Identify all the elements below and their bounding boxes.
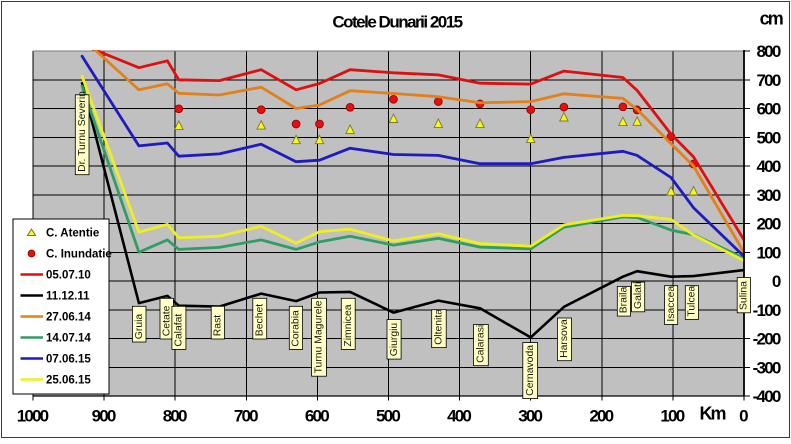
svg-text:-400: -400	[753, 387, 781, 406]
svg-text:Calarasi: Calarasi	[476, 325, 487, 363]
svg-text:500: 500	[376, 407, 400, 426]
svg-text:14.07.14: 14.07.14	[46, 333, 91, 345]
svg-text:100: 100	[757, 243, 781, 262]
svg-text:Gruia: Gruia	[134, 314, 145, 340]
svg-text:Isaccea: Isaccea	[666, 286, 677, 322]
svg-text:600: 600	[757, 100, 781, 119]
svg-text:Km: Km	[699, 404, 725, 424]
svg-text:500: 500	[757, 128, 781, 147]
svg-text:Cernavoda: Cernavoda	[525, 345, 536, 396]
svg-text:600: 600	[305, 407, 329, 426]
svg-text:900: 900	[92, 407, 116, 426]
svg-text:C. Inundatie: C. Inundatie	[46, 249, 112, 261]
svg-text:Sulina: Sulina	[739, 281, 750, 310]
svg-text:27.06.14: 27.06.14	[46, 312, 91, 324]
svg-text:-200: -200	[753, 330, 781, 349]
svg-text:0: 0	[739, 407, 748, 426]
svg-text:800: 800	[163, 407, 187, 426]
svg-text:-300: -300	[753, 358, 781, 377]
svg-text:Cetate: Cetate	[161, 305, 172, 336]
svg-text:400: 400	[447, 407, 471, 426]
svg-text:05.07.10: 05.07.10	[46, 270, 91, 282]
svg-text:Oltenita: Oltenita	[434, 309, 445, 345]
svg-text:Braila: Braila	[619, 287, 630, 314]
svg-text:C. Atentie: C. Atentie	[46, 228, 99, 240]
svg-text:Zimnicea: Zimnicea	[343, 304, 354, 346]
svg-text:1000: 1000	[17, 407, 49, 426]
svg-text:Dr. Turnu Severin: Dr. Turnu Severin	[77, 91, 88, 172]
svg-text:300: 300	[518, 407, 542, 426]
svg-text:300: 300	[757, 186, 781, 205]
svg-text:100: 100	[660, 407, 684, 426]
svg-text:Corabia: Corabia	[291, 310, 302, 347]
svg-text:Giurgiu: Giurgiu	[389, 323, 400, 357]
svg-text:-100: -100	[753, 301, 781, 320]
svg-text:0: 0	[772, 272, 781, 291]
svg-text:11.12.11: 11.12.11	[46, 291, 90, 303]
svg-text:07.06.15: 07.06.15	[46, 354, 91, 366]
svg-text:700: 700	[234, 407, 258, 426]
svg-text:Cotele Dunarii 2015: Cotele Dunarii 2015	[332, 13, 462, 32]
svg-text:200: 200	[589, 407, 613, 426]
svg-text:Harsova: Harsova	[559, 319, 570, 358]
svg-text:700: 700	[757, 71, 781, 90]
svg-text:800: 800	[757, 42, 781, 61]
svg-text:cm: cm	[760, 9, 783, 29]
svg-text:200: 200	[757, 215, 781, 234]
svg-text:Calafat: Calafat	[174, 314, 185, 347]
svg-text:400: 400	[757, 157, 781, 176]
svg-text:Bechet: Bechet	[255, 304, 266, 336]
svg-text:Tulcea: Tulcea	[687, 286, 698, 317]
svg-text:Galati: Galati	[633, 282, 644, 309]
svg-text:Rast: Rast	[213, 315, 224, 336]
svg-text:25.06.15: 25.06.15	[46, 375, 91, 387]
svg-text:Turnu Magurele: Turnu Magurele	[314, 300, 325, 373]
